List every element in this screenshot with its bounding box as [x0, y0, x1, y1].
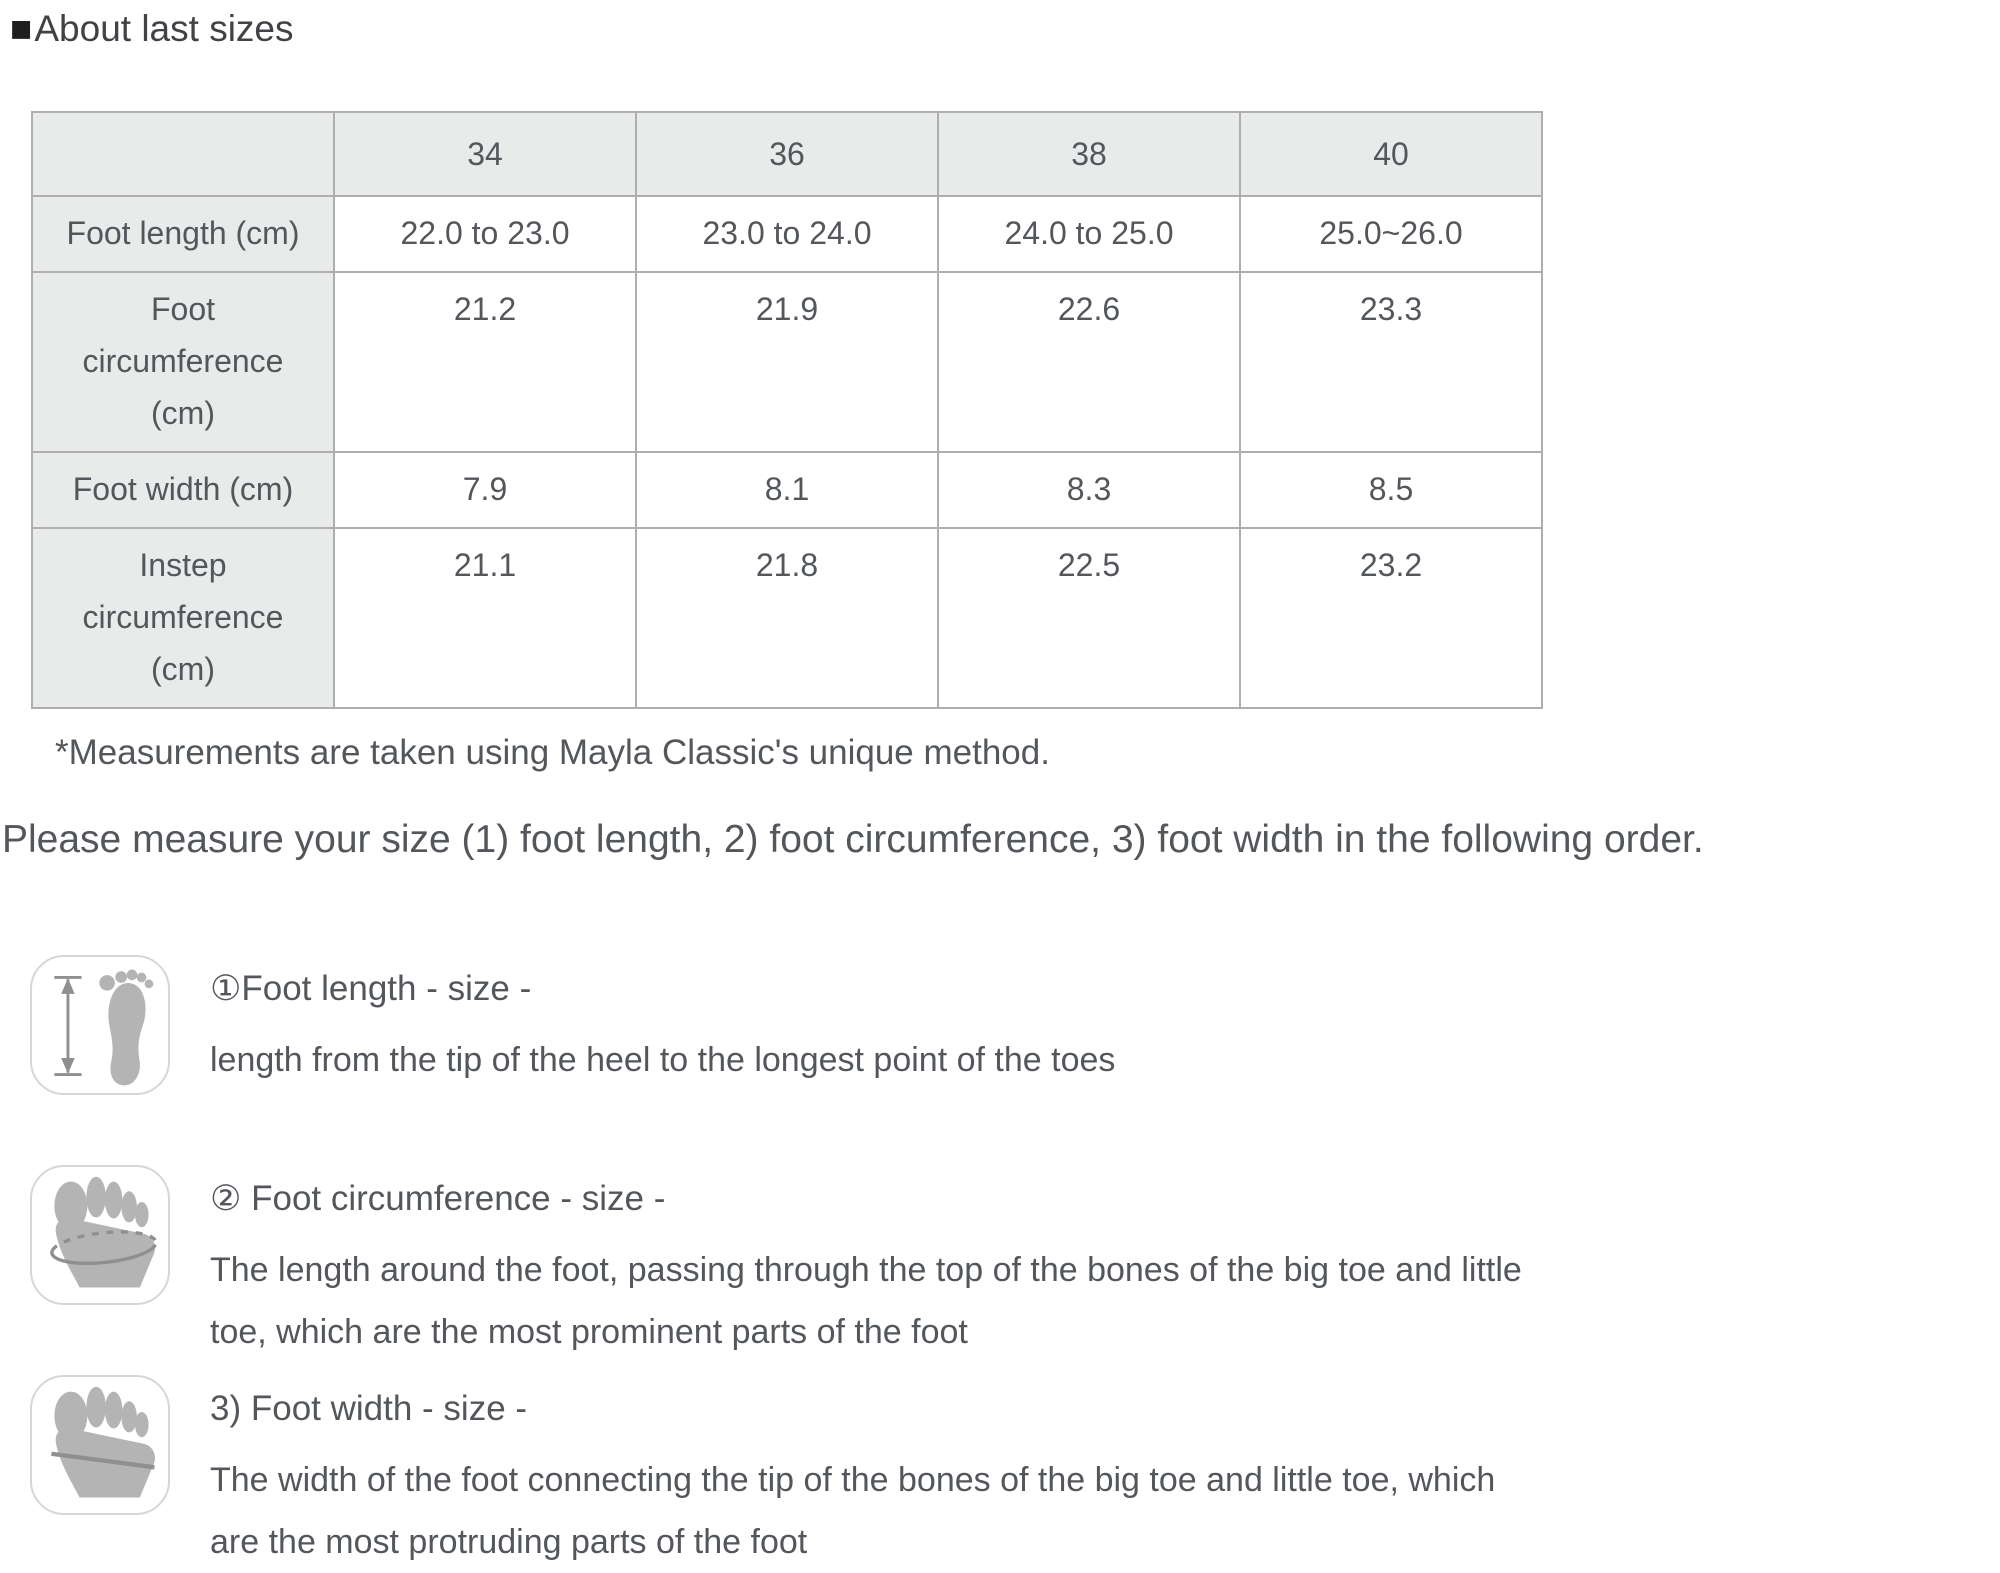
size-column-header: 38: [937, 111, 1241, 197]
value-cell: 22.6: [937, 271, 1241, 453]
foot-width-icon: [30, 1375, 170, 1515]
value-cell: 25.0~26.0: [1239, 195, 1543, 273]
value-cell: 8.3: [937, 451, 1241, 529]
measuring-order-instruction: Please measure your size (1) foot length…: [2, 818, 1704, 861]
value-cell: 21.9: [635, 271, 939, 453]
row-label: Foot circumference (cm): [31, 271, 335, 453]
row-label: Foot length (cm): [31, 195, 335, 273]
row-label: Instep circumference (cm): [31, 527, 335, 709]
table-row-instep-circumference: Instep circumference (cm) 21.1 21.8 22.5…: [31, 527, 1543, 709]
size-column-header: 40: [1239, 111, 1543, 197]
value-cell: 22.5: [937, 527, 1241, 709]
value-cell: 21.8: [635, 527, 939, 709]
value-cell: 21.1: [333, 527, 637, 709]
section-heading: ■About last sizes: [10, 8, 294, 50]
measurement-method-note: *Measurements are taken using Mayla Clas…: [55, 733, 1050, 772]
foot-sole-glyph: [99, 969, 154, 1086]
value-cell: 24.0 to 25.0: [937, 195, 1241, 273]
value-cell: 21.2: [333, 271, 637, 453]
size-header-empty-cell: [31, 111, 335, 197]
size-column-header: 34: [333, 111, 637, 197]
item-title: ①Foot length - size -: [210, 969, 532, 1008]
value-cell: 23.3: [1239, 271, 1543, 453]
section-heading-label: About last sizes: [34, 8, 294, 49]
value-cell: 23.2: [1239, 527, 1543, 709]
table-row-foot-width: Foot width (cm) 7.9 8.1 8.3 8.5: [31, 451, 1543, 529]
value-cell: 8.1: [635, 451, 939, 529]
value-cell: 22.0 to 23.0: [333, 195, 637, 273]
row-label: Foot width (cm): [31, 451, 335, 529]
table-row-foot-length: Foot length (cm) 22.0 to 23.0 23.0 to 24…: [31, 195, 1543, 273]
foot-length-icon: [30, 955, 170, 1095]
item-description: length from the tip of the heel to the l…: [210, 1041, 1116, 1079]
width-measure-line: [51, 1451, 155, 1470]
value-cell: 23.0 to 24.0: [635, 195, 939, 273]
item-description: The width of the foot connecting the tip…: [210, 1461, 1496, 1561]
item-description: The length around the foot, passing thro…: [210, 1251, 1522, 1351]
vertical-measure-arrow: [54, 975, 82, 1076]
last-size-table: 34 36 38 40 Foot length (cm) 22.0 to 23.…: [31, 111, 1543, 709]
table-row-foot-circumference: Foot circumference (cm) 21.2 21.9 22.6 2…: [31, 271, 1543, 453]
square-bullet-icon: ■: [10, 8, 33, 49]
size-column-header: 36: [635, 111, 939, 197]
size-header-row: 34 36 38 40: [31, 111, 1543, 197]
item-title: 3) Foot width - size -: [210, 1389, 528, 1428]
value-cell: 8.5: [1239, 451, 1543, 529]
item-title: ② Foot circumference - size -: [210, 1179, 666, 1218]
foot-top-glyph: [54, 1386, 155, 1498]
foot-circumference-icon: [30, 1165, 170, 1305]
circumference-measure-line: [50, 1230, 158, 1266]
value-cell: 7.9: [333, 451, 637, 529]
